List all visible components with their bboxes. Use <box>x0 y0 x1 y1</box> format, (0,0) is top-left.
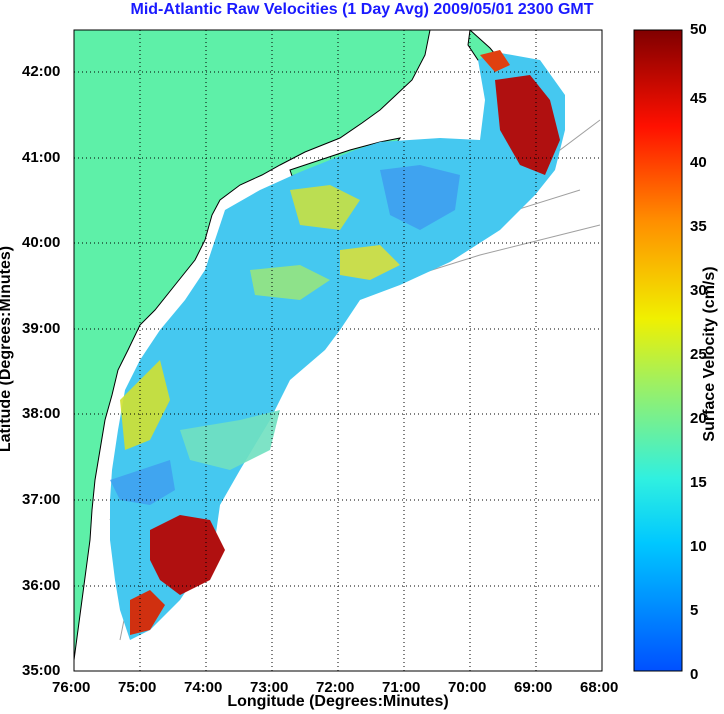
colorbar-tick: 5 <box>690 602 699 619</box>
x-tick: 76:00 <box>52 679 91 696</box>
colorbar-tick: 30 <box>690 282 707 299</box>
y-tick: 37:00 <box>22 491 61 508</box>
x-tick: 68:00 <box>580 679 619 696</box>
colorbar-tick: 10 <box>690 538 707 555</box>
y-tick: 36:00 <box>22 577 61 594</box>
land-mass <box>74 30 431 661</box>
x-tick: 75:00 <box>118 679 157 696</box>
colorbar-tick: 40 <box>690 154 707 171</box>
x-axis-label: Longitude (Degrees:Minutes) <box>227 693 449 710</box>
colorbar-tick: 0 <box>690 666 699 683</box>
y-tick: 35:00 <box>22 662 61 679</box>
y-tick: 42:00 <box>22 63 61 80</box>
colorbar-tick: 50 <box>690 21 707 38</box>
y-axis-label: Latitude (Degrees:Minutes) <box>0 245 14 453</box>
colorbar-tick: 35 <box>690 218 707 235</box>
x-tick: 74:00 <box>184 679 223 696</box>
y-tick: 38:00 <box>22 405 61 422</box>
y-tick: 39:00 <box>22 320 61 337</box>
colorbar-label: Surface Velocity (cm/s) <box>701 266 718 442</box>
map-title: Mid-Atlantic Raw Velocities (1 Day Avg) … <box>130 1 594 18</box>
colorbar <box>633 29 683 672</box>
colorbar-tick: 15 <box>690 474 707 491</box>
colorbar-tick: 45 <box>690 90 707 107</box>
x-tick: 69:00 <box>514 679 553 696</box>
x-tick: 70:00 <box>448 679 487 696</box>
colorbar-tick: 20 <box>690 410 707 427</box>
y-tick: 41:00 <box>22 149 61 166</box>
y-tick: 40:00 <box>22 234 61 251</box>
x-tick: 72:00 <box>316 679 355 696</box>
x-tick: 73:00 <box>250 679 289 696</box>
x-tick: 71:00 <box>382 679 421 696</box>
colorbar-tick: 25 <box>690 346 707 363</box>
